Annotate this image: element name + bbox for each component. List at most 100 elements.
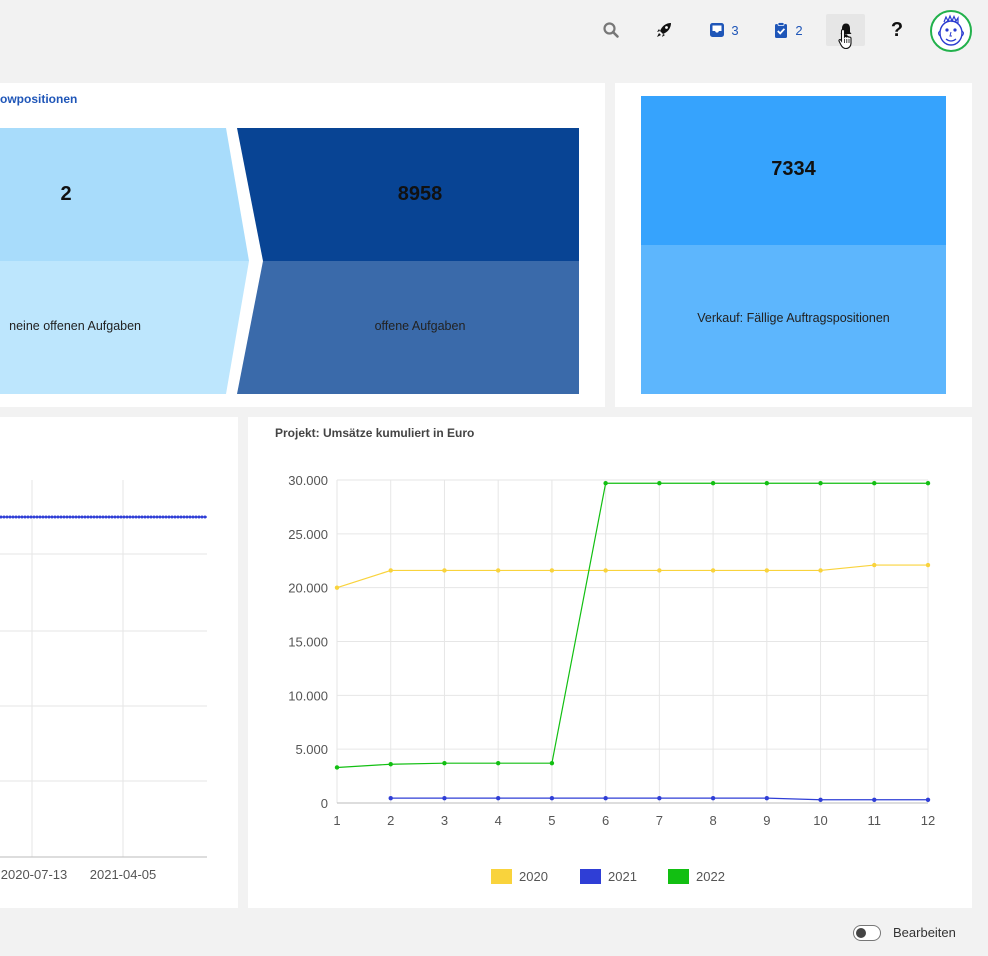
revenue-chart-panel: Projekt: Umsätze kumuliert in Euro 0 5.00…: [248, 417, 972, 908]
left-x-tick-2: 2021-04-05: [90, 867, 157, 882]
left-series-point: [143, 515, 147, 519]
x-tick-label: 3: [441, 813, 448, 828]
data-point-2021: [495, 795, 501, 801]
left-series-point: [92, 515, 96, 519]
left-series-point: [140, 515, 144, 519]
y-tick-label: 10.000: [288, 688, 328, 703]
sales-top-block[interactable]: [641, 96, 946, 245]
left-series-point: [131, 515, 135, 519]
legend-swatch-2020: [491, 869, 512, 884]
left-series-point: [26, 515, 30, 519]
left-chart-panel: 2020-07-13 2021-04-05: [0, 417, 238, 908]
left-series-point: [155, 515, 159, 519]
rocket-icon[interactable]: [650, 14, 678, 46]
data-point-2021: [442, 795, 447, 801]
step1-top-shape: [0, 128, 249, 261]
left-series-point: [146, 515, 150, 519]
left-series-point: [83, 515, 87, 519]
avatar[interactable]: [930, 10, 972, 52]
sales-value[interactable]: 7334: [771, 158, 816, 180]
left-series-point: [125, 515, 129, 519]
step1-label: neine offenen Aufgaben: [9, 319, 141, 333]
workflow-panel-title: owpositionen: [0, 92, 78, 106]
workflow-panel: owpositionen 2 neine offenen Aufgaben 89…: [0, 83, 605, 407]
data-point-2020: [764, 568, 770, 573]
left-series-point: [2, 515, 6, 519]
left-series-point: [80, 515, 84, 519]
avatar-face-icon: [938, 14, 964, 46]
search-icon[interactable]: [598, 14, 624, 46]
y-tick-label: 25.000: [288, 527, 328, 542]
legend-label-2020: 2020: [519, 869, 548, 884]
left-series-point: [185, 515, 189, 519]
x-tick-label: 1: [333, 813, 340, 828]
data-point-2020: [442, 568, 447, 573]
left-series-point: [167, 515, 171, 519]
notifications-button[interactable]: [826, 14, 865, 50]
left-series-point: [53, 515, 57, 519]
y-tick-label: 0: [321, 796, 328, 811]
data-point-2022: [334, 765, 340, 770]
data-point-2021: [710, 795, 716, 801]
left-series-point: [32, 515, 36, 519]
step1-value[interactable]: 2: [60, 183, 72, 205]
data-point-2020: [603, 568, 608, 573]
inbox-icon: [710, 23, 725, 37]
left-series-point: [128, 515, 132, 519]
data-point-2020: [710, 568, 716, 573]
left-series-point: [41, 515, 45, 519]
left-series-point: [23, 515, 27, 519]
chart-title: Projekt: Umsätze kumuliert in Euro: [275, 426, 475, 440]
step1-bottom-shape: [0, 261, 249, 394]
legend-swatch-2021: [580, 869, 601, 884]
help-button[interactable]: ?: [890, 18, 904, 41]
data-point-2022: [764, 481, 770, 486]
left-series-point: [89, 515, 93, 519]
data-point-2022: [549, 760, 555, 766]
hand-cursor-icon: [838, 28, 852, 50]
data-point-2020: [388, 568, 393, 573]
data-point-2022: [872, 481, 877, 486]
data-point-2022: [710, 481, 716, 486]
data-point-2020: [872, 562, 877, 568]
left-series-point: [38, 515, 42, 519]
top-bar: 3 2 ?: [0, 0, 988, 62]
inbox-button[interactable]: 3: [704, 14, 744, 46]
series-line-2020: [336, 564, 928, 589]
data-point-2021: [388, 795, 393, 801]
step2-value[interactable]: 8958: [397, 183, 443, 205]
left-series-point: [0, 515, 3, 519]
data-point-2022: [495, 760, 501, 766]
sales-bottom-block: [641, 245, 946, 394]
left-series-point: [191, 515, 195, 519]
x-tick-label: 8: [709, 813, 716, 828]
left-series-point: [5, 515, 9, 519]
data-point-2021: [818, 797, 823, 802]
data-point-2022: [925, 481, 931, 486]
x-tick-label: 7: [656, 813, 663, 828]
tasks-button[interactable]: 2: [770, 14, 806, 46]
data-point-2020: [334, 585, 340, 590]
data-point-2022: [442, 760, 447, 766]
left-series-point: [188, 515, 192, 519]
left-series-point: [179, 515, 183, 519]
data-point-2021: [657, 795, 662, 801]
left-series-point: [113, 515, 117, 519]
data-point-2020: [549, 568, 555, 573]
left-series-point: [173, 515, 177, 519]
x-tick-label: 10: [813, 813, 827, 828]
left-series-point: [200, 515, 204, 519]
left-x-tick-1: 2020-07-13: [1, 867, 68, 882]
left-series-point: [86, 515, 90, 519]
left-series-point: [68, 515, 72, 519]
left-series-point: [161, 515, 165, 519]
left-series-point: [194, 515, 198, 519]
left-series-point: [152, 515, 156, 519]
data-point-2021: [603, 795, 608, 801]
data-point-2022: [818, 481, 823, 486]
sales-panel: 7334 Verkauf: Fällige Auftragspositionen: [615, 83, 972, 407]
edit-toggle[interactable]: [853, 925, 881, 941]
left-series-point: [35, 515, 39, 519]
data-point-2020: [818, 568, 823, 573]
left-series-point: [122, 515, 126, 519]
